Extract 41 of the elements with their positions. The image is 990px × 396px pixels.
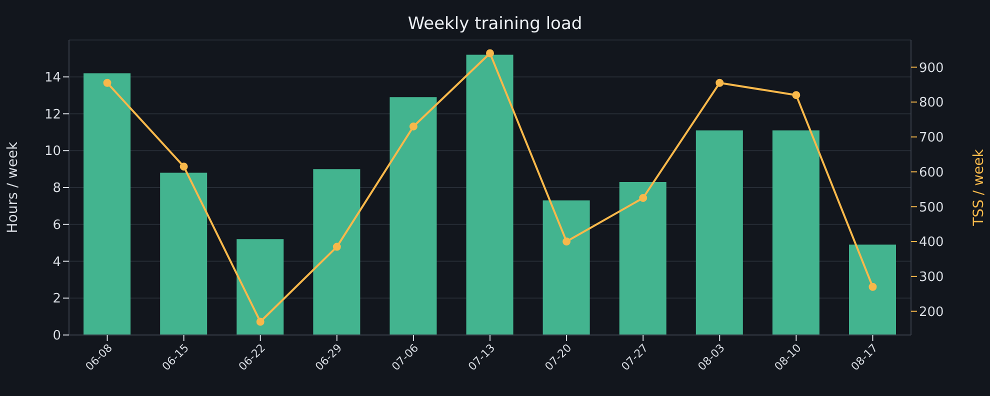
- bar: [619, 182, 666, 335]
- point: [562, 238, 571, 246]
- y2-tick-label: 300: [919, 270, 944, 286]
- y-tick-label: 4: [52, 254, 61, 270]
- bar: [84, 73, 131, 335]
- chart-title: Weekly training load: [406, 14, 584, 34]
- point: [716, 78, 724, 87]
- bar: [160, 172, 208, 335]
- y2-tick-label: 400: [919, 235, 944, 250]
- y-tick-label: 14: [44, 70, 61, 86]
- y2-tick-label: 600: [919, 165, 944, 180]
- point: [639, 194, 648, 202]
- y2-tick-label: 800: [919, 96, 944, 111]
- point: [486, 49, 494, 58]
- bar: [542, 200, 590, 335]
- y-tick-label: 2: [52, 292, 61, 307]
- bar: [466, 54, 514, 335]
- y-tick-label: 0: [52, 328, 61, 344]
- point: [868, 282, 877, 291]
- bar: [390, 97, 437, 335]
- y-tick-label: 10: [44, 144, 61, 160]
- bar: [313, 169, 360, 335]
- y-tick-label: 8: [52, 181, 61, 196]
- y2-tick-label: 700: [919, 130, 944, 146]
- y2-tick-label: 900: [919, 60, 944, 76]
- y2-tick-label: 200: [919, 304, 944, 320]
- point: [180, 162, 188, 171]
- bar: [696, 130, 743, 335]
- y-tick-label: 12: [44, 107, 61, 122]
- y-axis-title: Hours / week: [4, 140, 21, 234]
- y2-tick-label: 500: [919, 200, 944, 216]
- bar: [849, 244, 896, 335]
- bar: [772, 130, 820, 335]
- point: [332, 242, 341, 251]
- bar: [236, 239, 284, 335]
- point: [256, 318, 264, 326]
- y2-axis-title: TSS / week: [970, 148, 987, 227]
- point: [103, 78, 112, 87]
- point: [792, 91, 800, 100]
- point: [409, 122, 418, 130]
- y-tick-label: 6: [52, 218, 61, 233]
